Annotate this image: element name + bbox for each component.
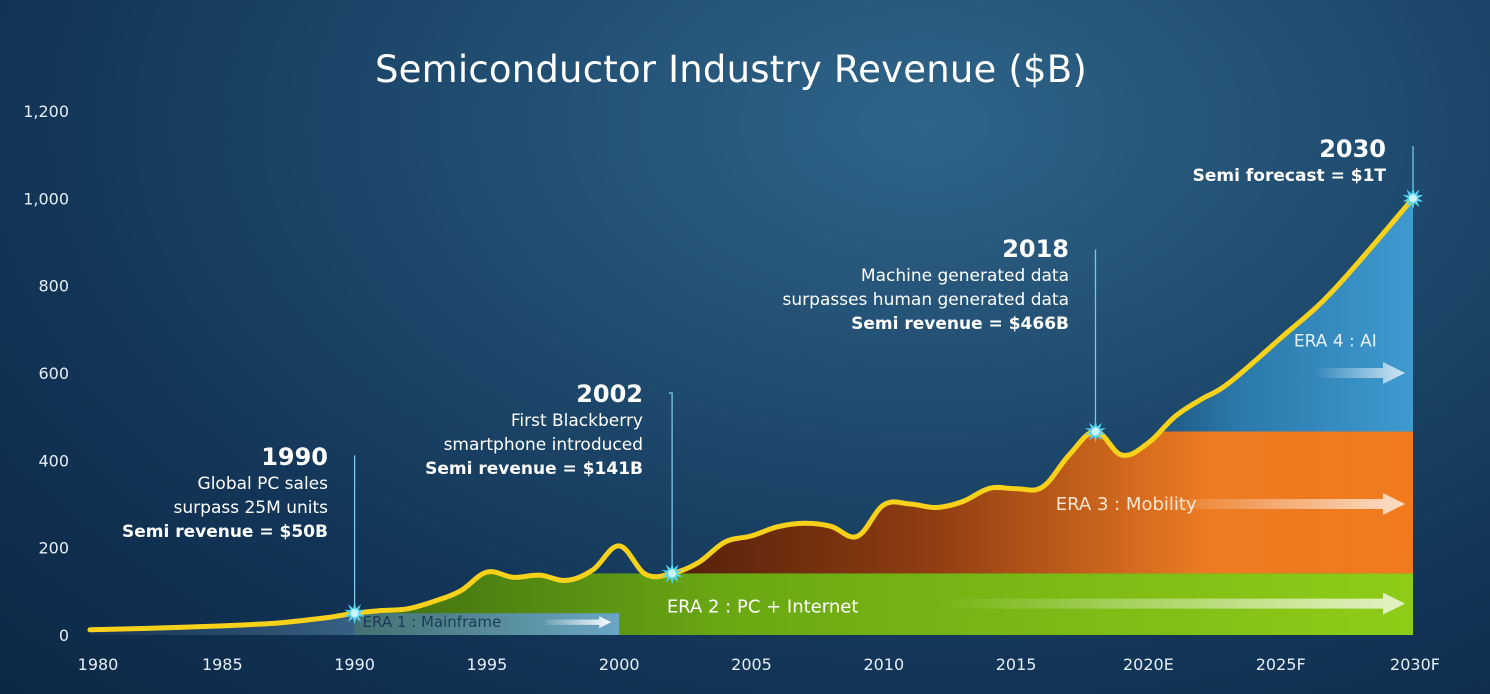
x-axis: 1980 1985 1990 1995 2000 2005 2010 2015 2020E 202…: [78, 655, 1440, 674]
x-tick-label: 1990: [334, 655, 375, 674]
annotation-1990: 1990 Global PC sales surpass 25M units Semi…: [122, 442, 328, 544]
annotation-revenue: Semi revenue = $141B: [425, 459, 643, 479]
annotation-2018: 2018 Machine generated data surpasses huma…: [783, 234, 1069, 336]
marker-core-1990: [350, 609, 359, 618]
x-tick-label: 1980: [78, 655, 119, 674]
annotation-2002: 2002 First Blackberry smartphone introduce…: [425, 379, 643, 481]
x-tick-label: 2015: [996, 655, 1037, 674]
era-2-label: ERA 2 : PC + Internet: [667, 597, 859, 618]
x-tick-label: 2000: [599, 655, 640, 674]
x-tick-label: 2030F: [1390, 655, 1440, 674]
annotation-revenue: Semi forecast = $1T: [1192, 166, 1386, 186]
annotation-year: 2030: [1319, 135, 1386, 163]
x-tick-label: 2020E: [1123, 655, 1174, 674]
annotation-text: First Blackberry: [510, 411, 643, 431]
y-tick-label: 1,200: [23, 102, 69, 121]
y-tick-label: 0: [59, 626, 69, 645]
annotation-text: Global PC sales: [197, 474, 328, 494]
leader-line-2030: [1412, 146, 1414, 199]
era-1-arrow: [545, 616, 612, 629]
era-4-arrow: [1315, 362, 1405, 384]
annotation-leaders: [353, 146, 1414, 614]
annotation-text: smartphone introduced: [443, 435, 643, 455]
y-tick-label: 800: [38, 277, 69, 296]
marker-core-2018: [1091, 427, 1100, 436]
era-3-label: ERA 3 : Mobility: [1056, 494, 1197, 515]
annotation-year: 2002: [576, 380, 643, 408]
era-labels: ERA 1 : Mainframe ERA 2 : PC + Internet ER…: [363, 331, 1405, 631]
x-tick-label: 2005: [731, 655, 772, 674]
annotation-text: surpasses human generated data: [782, 290, 1069, 310]
era-2-arrow: [936, 592, 1405, 615]
chart-title: Semiconductor Industry Revenue ($B): [374, 48, 1088, 91]
x-tick-label: 2025F: [1256, 655, 1306, 674]
era-3-arrow: [1158, 493, 1405, 515]
x-tick-label: 1985: [202, 655, 243, 674]
y-axis: 0 200 400 600 800 1,000 1,200: [23, 102, 69, 645]
annotation-year: 2018: [1002, 235, 1069, 263]
era-4-label: ERA 4 : AI: [1294, 331, 1377, 351]
markers: [344, 187, 1424, 625]
x-tick-label: 1995: [467, 655, 508, 674]
era-1-label: ERA 1 : Mainframe: [363, 613, 502, 631]
marker-core-2002: [668, 569, 677, 578]
y-tick-label: 600: [38, 364, 69, 383]
y-tick-label: 200: [38, 539, 69, 558]
marker-core-2030: [1409, 194, 1417, 203]
x-tick-label: 2010: [863, 655, 904, 674]
annotation-2030: 2030 Semi forecast = $1T: [1193, 134, 1386, 188]
annotation-text: Machine generated data: [860, 266, 1069, 286]
y-tick-label: 1,000: [23, 189, 69, 208]
y-tick-label: 400: [38, 451, 69, 470]
leader-line-1990: [353, 455, 356, 614]
annotation-year: 1990: [261, 443, 328, 471]
leader-line-2002: [669, 392, 673, 574]
era-areas: [90, 198, 1413, 635]
annotation-revenue: Semi revenue = $50B: [121, 522, 328, 542]
annotation-revenue: Semi revenue = $466B: [851, 314, 1069, 334]
annotation-text: surpass 25M units: [173, 498, 328, 518]
